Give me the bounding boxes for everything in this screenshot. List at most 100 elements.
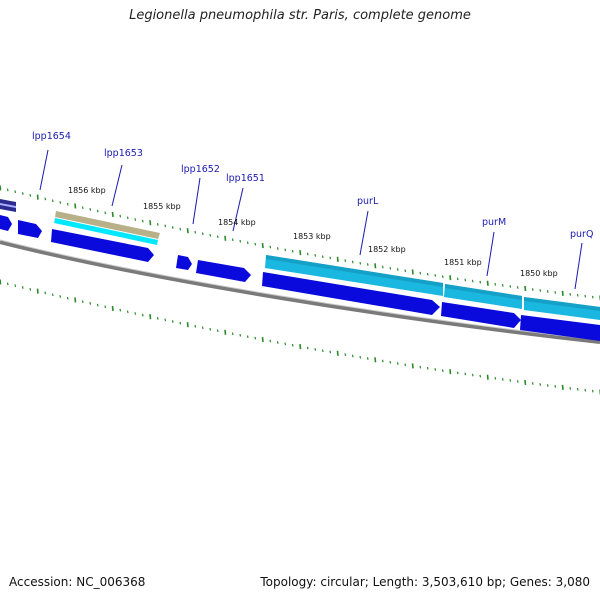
tick-mark [21, 192, 24, 195]
tick-mark [194, 324, 197, 328]
tick-mark [201, 326, 204, 330]
tick-mark [396, 362, 399, 365]
tick-mark [546, 384, 549, 387]
map-title: Legionella pneumophila str. Paris, compl… [129, 8, 471, 23]
tick-mark [194, 230, 197, 234]
tick-mark [156, 316, 159, 320]
gene-feature-blue [196, 260, 251, 282]
tick-mark [261, 337, 264, 343]
tick-mark [434, 274, 437, 277]
tick-mark [209, 233, 212, 237]
tick-mark [224, 235, 227, 241]
tick-mark [246, 335, 249, 339]
tick-mark [464, 278, 467, 282]
tick-mark [21, 286, 24, 289]
tick-mark [486, 374, 489, 380]
tick-mark [164, 224, 167, 228]
tick-mark [531, 288, 534, 291]
tick-mark [216, 235, 219, 239]
tick-mark [509, 379, 512, 382]
gene-label-lpp1653: lpp1653 [104, 148, 143, 159]
outer-tick-ring [0, 185, 600, 301]
tick-mark [561, 384, 564, 390]
genome-summary-text: Topology: circular; Length: 3,503,610 bp… [260, 575, 590, 589]
tick-mark [51, 199, 54, 203]
tick-mark [479, 280, 482, 284]
gene-label-lpp1652: lpp1652 [181, 164, 220, 175]
tick-label: 1851 kbp [444, 258, 482, 267]
tick-mark [254, 242, 257, 246]
gene-leader-line [39, 149, 49, 191]
tick-mark [261, 243, 264, 249]
tick-mark [359, 261, 362, 265]
tick-mark [576, 387, 579, 391]
tick-mark [81, 206, 84, 210]
tick-mark [74, 297, 77, 303]
tick-mark [456, 371, 459, 375]
tick-mark [81, 300, 84, 304]
tick-mark [336, 256, 339, 262]
gene-feature-blue [520, 315, 600, 341]
tick-mark [291, 343, 294, 347]
tick-mark [306, 346, 309, 350]
tick-mark [591, 295, 594, 299]
tick-label: 1853 kbp [293, 232, 331, 241]
tick-mark [329, 350, 332, 354]
tick-mark [419, 271, 422, 275]
tick-mark [44, 291, 47, 295]
tick-mark [411, 269, 414, 275]
gene-label-purQ: purQ [570, 229, 593, 240]
tick-mark [449, 369, 452, 375]
tick-mark [404, 363, 407, 367]
tick-mark [231, 238, 234, 242]
genome-backbone-highlight [0, 239, 600, 341]
tick-mark [501, 377, 504, 381]
tick-mark [0, 185, 2, 191]
tick-mark [239, 333, 242, 337]
tick-mark [306, 252, 309, 256]
gene-feature-blue [441, 302, 521, 328]
tick-mark [479, 374, 482, 378]
tick-mark [381, 359, 384, 363]
tick-mark [141, 219, 144, 223]
tick-mark [501, 283, 504, 287]
gene-feature-blue [51, 229, 154, 262]
tick-mark [419, 365, 422, 369]
tick-mark [179, 321, 182, 325]
tick-mark [89, 302, 92, 305]
tick-mark [14, 284, 17, 288]
tick-mark [104, 211, 107, 215]
tick-mark [569, 386, 572, 390]
tick-mark [471, 373, 474, 377]
tick-mark [269, 245, 272, 249]
tick-mark [6, 282, 9, 286]
tick-mark [171, 226, 174, 229]
tick-mark [494, 282, 497, 286]
tick-mark [449, 275, 452, 281]
gene-feature-lightcyan [54, 218, 158, 245]
gene-leader-line [359, 210, 369, 256]
tick-mark [359, 355, 362, 359]
gene-leader-line [111, 164, 123, 207]
tick-mark [531, 382, 534, 385]
tick-mark [66, 202, 69, 206]
gene-label-purL: purL [357, 196, 379, 207]
tick-mark [546, 290, 549, 293]
tick-mark [576, 293, 579, 297]
tick-mark [344, 353, 347, 357]
gene-label-lpp1654: lpp1654 [32, 131, 71, 142]
tick-label: 1852 kbp [368, 245, 406, 254]
tick-mark [366, 357, 369, 360]
gene-label-lpp1651: lpp1651 [226, 173, 265, 184]
tick-mark [239, 239, 242, 243]
tick-mark [216, 329, 219, 333]
tick-mark [29, 193, 32, 197]
tick-mark [74, 203, 77, 209]
tick-mark [389, 360, 392, 364]
tick-mark [539, 383, 542, 386]
tick-mark [149, 220, 152, 226]
tick-mark [276, 341, 279, 344]
tick-mark [554, 385, 557, 388]
tick-mark [66, 296, 69, 300]
tick-mark [126, 310, 129, 314]
